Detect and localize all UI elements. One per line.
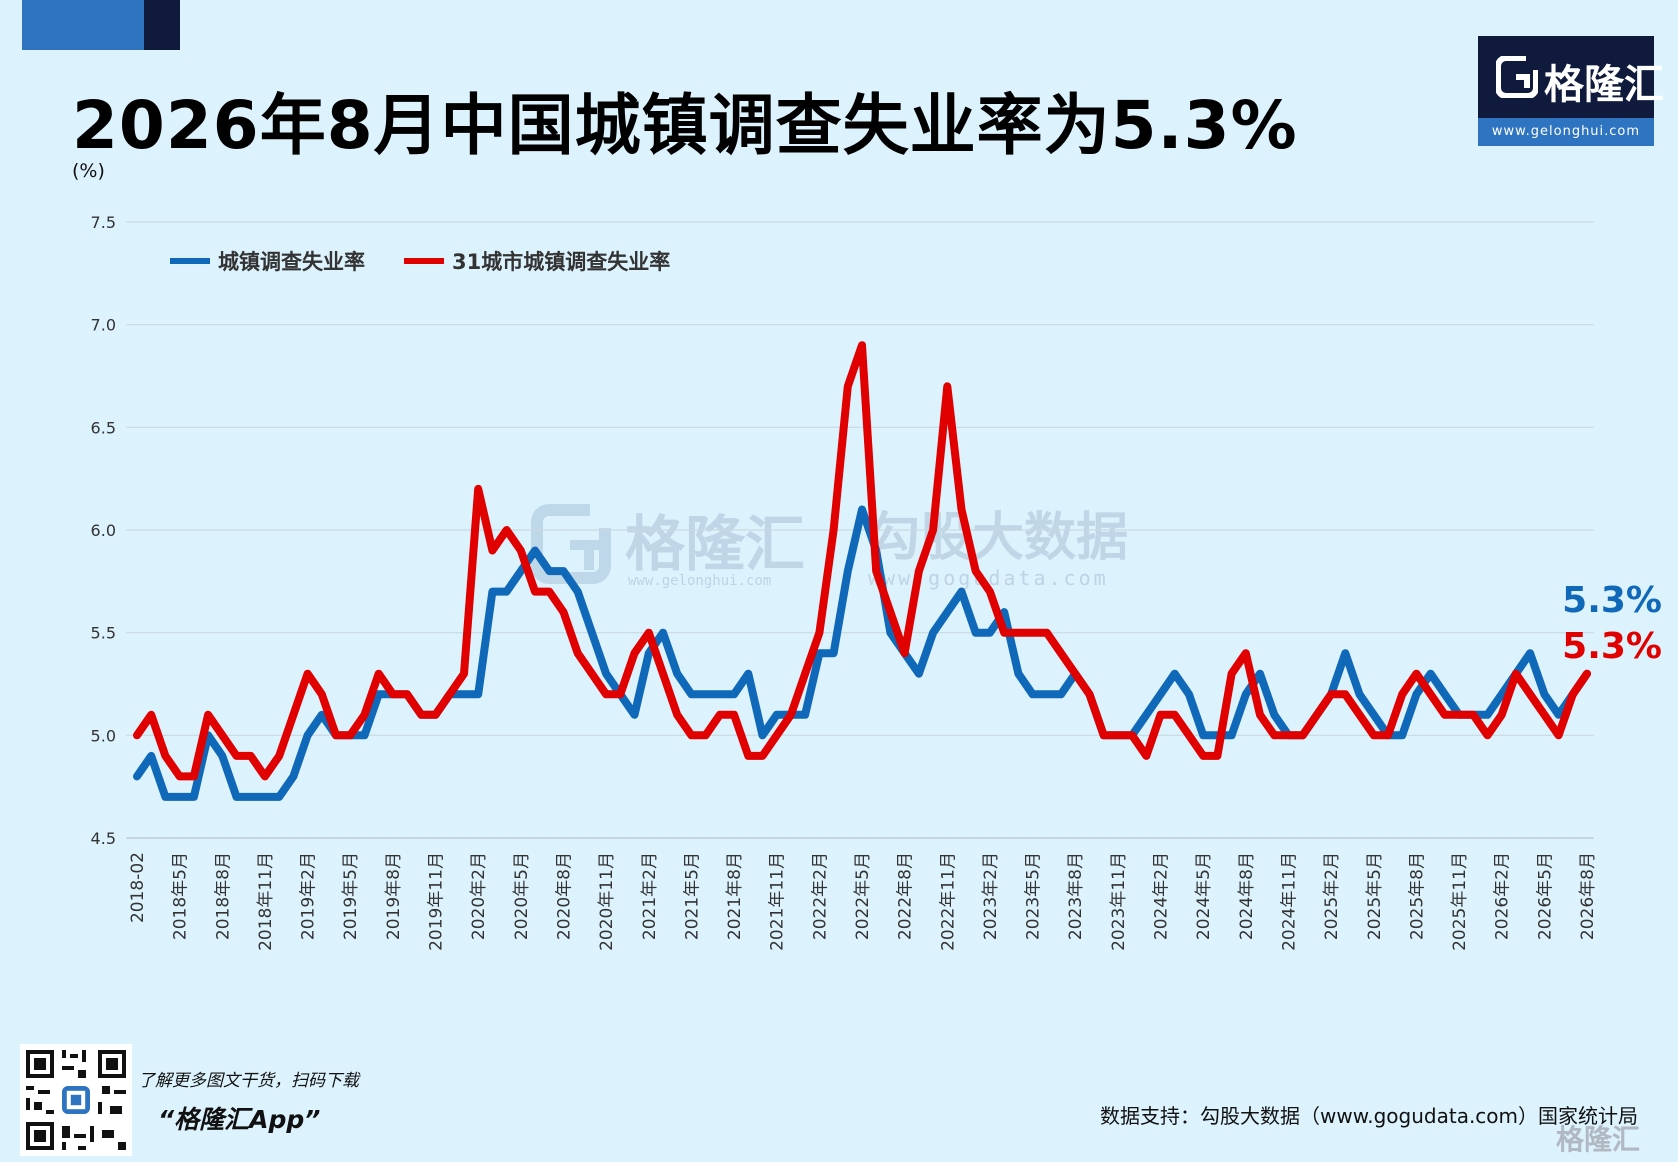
x-tick-label: 2020年11月 [597, 852, 617, 951]
x-tick-label: 2019年8月 [384, 852, 404, 940]
x-tick-label: 2021年5月 [682, 852, 702, 940]
x-tick-label: 2023年8月 [1066, 852, 1086, 940]
x-tick-label: 2025年8月 [1407, 852, 1427, 940]
qr-code-icon[interactable] [20, 1044, 132, 1156]
x-tick-label: 2019年2月 [299, 852, 319, 940]
x-tick-label: 2026年5月 [1535, 852, 1555, 940]
x-tick-label: 2026年8月 [1578, 852, 1598, 940]
x-tick-label: 2023年2月 [981, 852, 1001, 940]
x-tick-label: 2025年2月 [1322, 852, 1342, 940]
promo-text: 了解更多图文干货，扫码下载 [138, 1071, 359, 1091]
chart-title: 2026年8月中国城镇调查失业率为5.3% [72, 87, 1298, 164]
end-label-red: 5.3% [1562, 626, 1662, 667]
gelonghui-g-logo-icon [1496, 56, 1538, 98]
x-tick-label: 2019年11月 [427, 852, 447, 951]
x-tick-label: 2020年8月 [554, 852, 574, 940]
x-tick-label: 2026年2月 [1493, 852, 1513, 940]
x-axis: 2018-02 2018年5月 2018年8月 2018年11月 2019年2月 2019… [128, 852, 1598, 951]
x-tick-label: 2021年11月 [768, 852, 788, 951]
series-lines [133, 341, 1591, 801]
end-label-blue: 5.3% [1562, 580, 1662, 621]
x-tick-label: 2022年2月 [810, 852, 830, 940]
x-tick-label: 2024年11月 [1279, 852, 1299, 951]
top-accent-bar [22, 0, 144, 50]
legend-item-31-cities: 31城市城镇调查失业率 [452, 250, 670, 274]
top-accent-bar-dark [144, 0, 180, 50]
x-tick-label: 2023年11月 [1109, 852, 1129, 951]
legend: 城镇调查失业率 31城市城镇调查失业率 [170, 250, 670, 274]
x-tick-label: 2018-02 [128, 852, 148, 923]
x-tick-label: 2024年5月 [1194, 852, 1214, 940]
x-tick-label: 2022年11月 [938, 852, 958, 951]
y-tick-label: 4.5 [91, 829, 116, 848]
x-tick-label: 2024年8月 [1237, 852, 1257, 940]
promo-app-name: “格隆汇App” [158, 1105, 321, 1134]
grid [126, 221, 1594, 839]
series-line-urban [133, 505, 1591, 801]
x-tick-label: 2019年5月 [341, 852, 361, 940]
x-tick-label: 2020年2月 [469, 852, 489, 940]
x-tick-label: 2025年5月 [1365, 852, 1385, 940]
line-chart: 格隆汇 www.gelonghui.com 勾股大数据 www.gogudata… [91, 213, 1662, 951]
x-tick-label: 2018年11月 [256, 852, 276, 951]
y-tick-label: 7.0 [91, 316, 116, 335]
y-tick-label: 6.5 [91, 418, 116, 437]
data-source: 数据支持：勾股大数据（www.gogudata.com）国家统计局 [1100, 1104, 1639, 1128]
y-tick-label: 7.5 [91, 213, 116, 232]
y-tick-label: 6.0 [91, 521, 116, 540]
legend-item-urban: 城镇调查失业率 [218, 250, 365, 274]
y-axis: 4.5 5.0 5.5 6.0 6.5 7.0 7.5 [91, 213, 116, 848]
brand-logo[interactable]: 格隆汇 www.gelonghui.com [1478, 36, 1664, 146]
x-tick-label: 2021年2月 [640, 852, 660, 940]
x-tick-label: 2025年11月 [1450, 852, 1470, 951]
x-tick-label: 2018年5月 [171, 852, 191, 940]
x-tick-label: 2024年2月 [1152, 852, 1172, 940]
brand-name: 格隆汇 [1544, 62, 1664, 108]
end-labels: 5.3% 5.3% [1562, 580, 1662, 667]
x-tick-label: 2022年8月 [896, 852, 916, 940]
series-line-31-cities [133, 341, 1591, 781]
x-tick-label: 2023年5月 [1024, 852, 1044, 940]
y-axis-unit: (%) [72, 160, 105, 182]
x-tick-label: 2020年5月 [512, 852, 532, 940]
x-tick-label: 2022年5月 [853, 852, 873, 940]
watermark-brand1-url: www.gelonghui.com [628, 573, 771, 589]
brand-url: www.gelonghui.com [1478, 118, 1654, 146]
corner-logo: 格隆汇 [1556, 1123, 1641, 1156]
x-tick-label: 2018年8月 [213, 852, 233, 940]
y-tick-label: 5.5 [91, 624, 116, 643]
watermark-brand2: 勾股大数据 [868, 508, 1128, 568]
watermark-brand1: 格隆汇 [625, 510, 805, 580]
y-tick-label: 5.0 [91, 726, 116, 745]
x-tick-label: 2021年8月 [725, 852, 745, 940]
